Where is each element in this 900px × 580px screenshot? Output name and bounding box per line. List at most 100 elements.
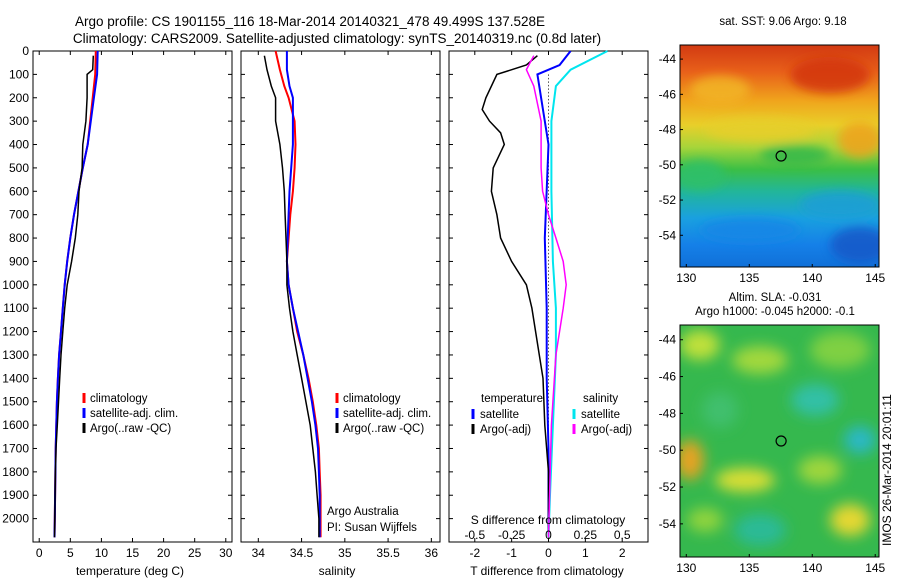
y-tick-label: 700 xyxy=(9,208,29,222)
legend-label: satellite xyxy=(480,409,519,421)
legend-label: satellite-adj. clim. xyxy=(343,408,431,420)
map-y-tick-label: -48 xyxy=(659,406,677,420)
x-tick-label: 34 xyxy=(252,546,266,560)
x-tick-label: 30 xyxy=(219,546,233,560)
x-tick-label: -1 xyxy=(506,546,517,560)
map-x-tick-label: 130 xyxy=(676,561,696,575)
series-line-salinity-satellite xyxy=(547,50,608,538)
x-tick-label: 10 xyxy=(95,546,109,560)
salinity-x-axis-label: salinity xyxy=(319,564,356,578)
difference-x-axis-label: T difference from climatology xyxy=(470,564,624,578)
sst-argo-location-marker xyxy=(775,150,787,162)
salinity-panel: 34 34.5 35 35.5 36 salinity climatology satel… xyxy=(240,50,441,578)
imos-timestamp-label: IMOS 26-Mar-2014 20:01:11 xyxy=(880,394,894,546)
x-tick-label: 2 xyxy=(619,546,626,560)
difference-legend: temperature salinity satellite Argo(-adj) sa… xyxy=(471,393,632,436)
y-tick-label: 300 xyxy=(9,114,29,128)
map-y-tick-label: -52 xyxy=(659,480,677,494)
map-x-tick-label: 145 xyxy=(865,561,885,575)
y-tick-label: 1000 xyxy=(2,278,29,292)
series-line-argo-raw-qc xyxy=(53,55,95,538)
y-tick-label: 1400 xyxy=(2,371,29,385)
y-tick-label: 400 xyxy=(9,138,29,152)
temperature-legend: climatology satellite-adj. clim. Argo(..ra… xyxy=(82,393,178,435)
y-tick-label: 0 xyxy=(22,44,29,58)
map-y-tick-label: -54 xyxy=(659,228,677,242)
legend-label: Argo(-adj) xyxy=(581,424,632,436)
top-x-tick-label: 0.25 xyxy=(574,528,598,542)
x-tick-label: 25 xyxy=(188,546,202,560)
sst-map-title: sat. SST: 9.06 Argo: 9.18 xyxy=(719,16,846,28)
salinity-annotation-2: PI: Susan Wijffels xyxy=(327,522,417,534)
y-tick-label: 1800 xyxy=(2,465,29,479)
legend-label: Argo(-adj) xyxy=(480,424,531,436)
map-y-tick-label: -44 xyxy=(659,52,677,66)
map-y-tick-label: -50 xyxy=(659,158,677,172)
series-line-salinity-argo-adj xyxy=(525,55,567,538)
salinity-legend: climatology satellite-adj. clim. Argo(..ra… xyxy=(335,393,431,435)
y-tick-label: 1600 xyxy=(2,418,29,432)
x-tick-label: 15 xyxy=(126,546,140,560)
top-x-tick-label: 0.5 xyxy=(614,528,631,542)
y-tick-label: 800 xyxy=(9,231,29,245)
y-tick-label: 1900 xyxy=(2,488,29,502)
temperature-panel: 0 5 10 15 20 25 300100200300400500600700800900… xyxy=(2,44,648,578)
difference-top-axis-label: S difference from climatology xyxy=(471,513,626,527)
map-y-tick-label: -46 xyxy=(659,370,677,384)
top-x-tick-label: -0.5 xyxy=(464,528,485,542)
map-x-tick-label: 145 xyxy=(865,271,885,285)
legend-label: satellite-adj. clim. xyxy=(90,408,178,420)
legend-label: satellite xyxy=(581,409,620,421)
y-tick-label: 900 xyxy=(9,254,29,268)
sst-map: sat. SST: 9.06 Argo: 9.18 130 135 140 145 -4… xyxy=(659,16,886,285)
x-tick-label: 34.5 xyxy=(290,546,314,560)
map-y-tick-label: -54 xyxy=(659,517,677,531)
map-x-tick-label: 130 xyxy=(676,271,696,285)
series-line-temperature-argo-adj xyxy=(481,55,550,538)
y-tick-label: 200 xyxy=(9,91,29,105)
top-x-tick-label: 0 xyxy=(545,528,552,542)
map-y-tick-label: -50 xyxy=(659,443,677,457)
y-tick-label: 1100 xyxy=(3,301,29,315)
y-tick-label: 1700 xyxy=(2,441,29,455)
map-x-tick-label: 140 xyxy=(802,271,822,285)
x-tick-label: 20 xyxy=(157,546,171,560)
sla-map: Altim. SLA: -0.031 Argo h1000: -0.045 h2… xyxy=(659,292,886,575)
legend-label: climatology xyxy=(343,393,401,405)
sla-map-title-line2: Argo h1000: -0.045 h2000: -0.1 xyxy=(695,306,855,318)
y-tick-label: 1200 xyxy=(2,325,29,339)
x-tick-label: 36 xyxy=(425,546,439,560)
series-line-satellite-adj-clim xyxy=(53,50,99,538)
top-x-tick-label: -0.25 xyxy=(498,528,526,542)
temperature-x-axis-label: temperature (deg C) xyxy=(76,564,184,578)
figure-title-line2: Climatology: CARS2009. Satellite-adjuste… xyxy=(73,31,601,46)
x-tick-label: 0 xyxy=(36,546,43,560)
map-y-tick-label: -48 xyxy=(659,123,677,137)
y-tick-label: 2000 xyxy=(2,512,29,526)
map-y-tick-label: -44 xyxy=(659,333,677,347)
x-tick-label: 5 xyxy=(67,546,74,560)
x-tick-label: 35 xyxy=(338,546,352,560)
difference-panel: -2 -1 0 1 2 -0.5 -0.25 0 0.25 0.5 T difference fr… xyxy=(448,50,649,578)
series-line-satellite-adj-clim xyxy=(285,51,321,538)
x-tick-label: 35.5 xyxy=(376,546,400,560)
series-line-argo-raw-qc xyxy=(263,55,320,538)
legend-label: Argo(..raw -QC) xyxy=(343,423,424,435)
legend-title-temperature: temperature xyxy=(481,393,543,405)
map-x-tick-label: 135 xyxy=(739,271,759,285)
y-tick-label: 500 xyxy=(9,161,29,175)
y-tick-label: 600 xyxy=(9,184,29,198)
map-y-tick-label: -46 xyxy=(659,87,677,101)
salinity-annotation-1: Argo Australia xyxy=(327,506,399,518)
x-tick-label: -2 xyxy=(469,546,480,560)
x-tick-label: 1 xyxy=(582,546,589,560)
legend-label: Argo(..raw -QC) xyxy=(90,423,171,435)
figure-title-line1: Argo profile: CS 1901155_116 18-Mar-2014… xyxy=(75,14,545,29)
map-x-tick-label: 135 xyxy=(739,561,759,575)
y-tick-label: 100 xyxy=(9,67,29,81)
sla-map-title-line1: Altim. SLA: -0.031 xyxy=(729,292,822,304)
legend-label: climatology xyxy=(90,393,148,405)
map-y-tick-label: -52 xyxy=(659,193,677,207)
y-tick-label: 1500 xyxy=(2,395,29,409)
